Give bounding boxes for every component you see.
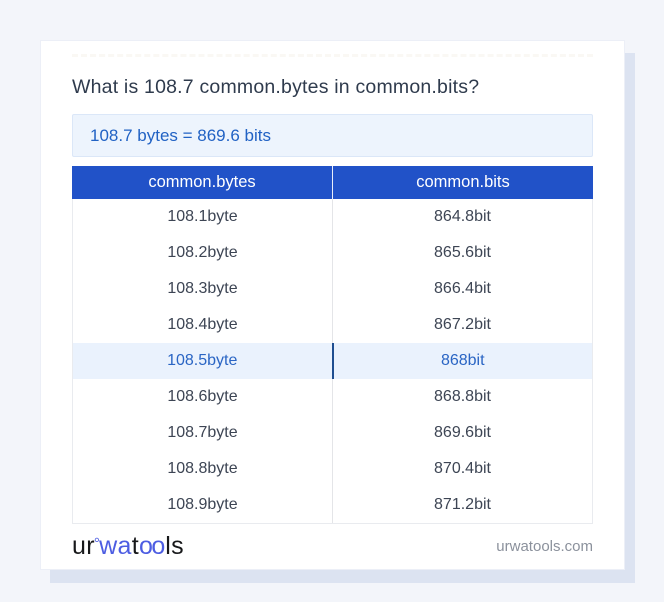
table-row: 108.1byte 864.8bit bbox=[73, 199, 592, 235]
table-row: 108.2byte 865.6bit bbox=[73, 235, 592, 271]
cell-bytes: 108.2byte bbox=[73, 235, 333, 271]
table-row: 108.3byte 866.4bit bbox=[73, 271, 592, 307]
urwatools-logo[interactable]: ur°watools bbox=[72, 532, 184, 561]
cell-bits: 870.4bit bbox=[434, 460, 491, 477]
table-row: 108.9byte 871.2bit bbox=[73, 487, 592, 523]
card-footer: ur°watools urwatools.com bbox=[72, 524, 593, 569]
conversion-result-text: 108.7 bytes = 869.6 bits bbox=[90, 125, 271, 145]
cell-bits: 869.6bit bbox=[434, 424, 491, 441]
table-row: 108.8byte 870.4bit bbox=[73, 451, 592, 487]
cell-bits: 865.6bit bbox=[434, 244, 491, 261]
converter-card: What is 108.7 common.bytes in common.bit… bbox=[40, 40, 625, 570]
table-body: 108.1byte 864.8bit 108.2byte 865.6bit 108.3b… bbox=[72, 199, 593, 524]
cell-bytes: 108.7byte bbox=[73, 415, 333, 451]
cell-bits[interactable]: 868bit bbox=[440, 352, 485, 369]
cell-bits: 867.2bit bbox=[434, 316, 491, 333]
cell-bytes: 108.9byte bbox=[73, 487, 333, 523]
logo-text-dark: ur bbox=[72, 532, 95, 560]
cell-bits: 871.2bit bbox=[434, 496, 491, 513]
logo-text-blue: wa bbox=[99, 532, 132, 560]
logo-glasses-icon: oo bbox=[138, 532, 165, 560]
cell-bytes: 108.6byte bbox=[73, 379, 333, 415]
cell-bytes: 108.3byte bbox=[73, 271, 333, 307]
logo-text-dark: ls bbox=[165, 532, 184, 560]
ad-placeholder-divider bbox=[72, 54, 593, 57]
table-row: 108.4byte 867.2bit bbox=[73, 307, 592, 343]
cell-bits: 866.4bit bbox=[434, 280, 491, 297]
table-header-row: common.bytes common.bits bbox=[72, 166, 593, 199]
logo-degree-icon: ° bbox=[93, 535, 101, 552]
site-domain-text: urwatools.com bbox=[496, 538, 593, 555]
conversion-result-banner: 108.7 bytes = 869.6 bits bbox=[72, 114, 593, 157]
table-header-bytes: common.bytes bbox=[72, 166, 333, 199]
conversion-table: common.bytes common.bits 108.1byte 864.8b… bbox=[72, 166, 593, 524]
cell-bits: 864.8bit bbox=[434, 208, 491, 225]
cell-bytes: 108.4byte bbox=[73, 307, 333, 343]
cell-bytes: 108.8byte bbox=[73, 451, 333, 487]
table-row: 108.7byte 869.6bit bbox=[73, 415, 592, 451]
table-row: 108.6byte 868.8bit bbox=[73, 379, 592, 415]
cell-bits: 868.8bit bbox=[434, 388, 491, 405]
cell-bytes: 108.1byte bbox=[73, 199, 333, 235]
table-row-highlighted[interactable]: 108.5byte 868bit bbox=[73, 343, 592, 379]
logo-text-dark: t bbox=[131, 532, 139, 560]
cell-bytes[interactable]: 108.5byte bbox=[73, 343, 334, 379]
page-title: What is 108.7 common.bytes in common.bit… bbox=[72, 76, 480, 98]
table-header-bits: common.bits bbox=[416, 173, 510, 191]
